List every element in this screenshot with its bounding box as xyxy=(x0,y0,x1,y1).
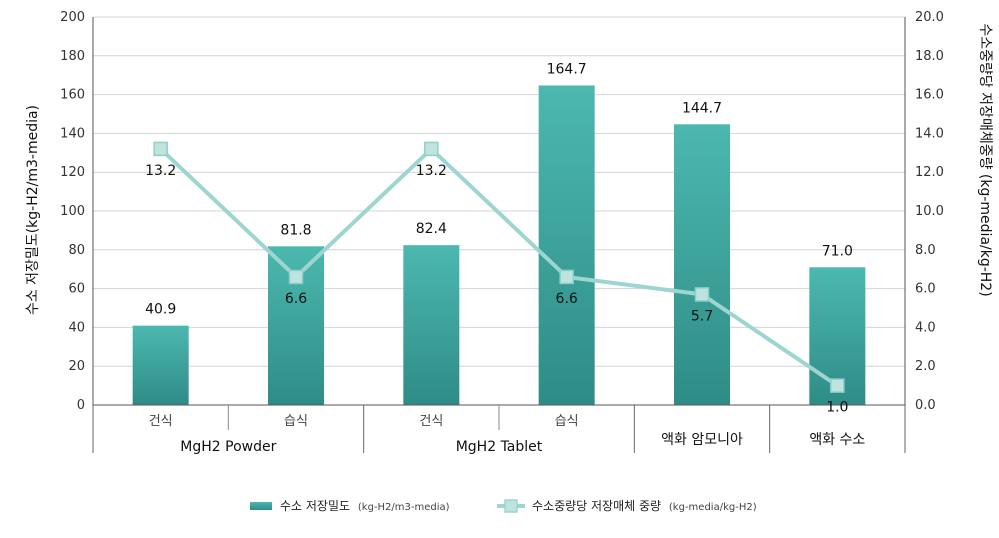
group-label: 액화 수소 xyxy=(809,432,865,448)
y-right-tick-label: 2.0 xyxy=(915,359,936,374)
y-right-tick-label: 0.0 xyxy=(915,398,936,413)
bar xyxy=(674,124,730,406)
y-left-tick-label: 200 xyxy=(60,10,85,25)
y-right-tick-label: 20.0 xyxy=(915,10,944,25)
y-left-tick-label: 160 xyxy=(60,88,85,103)
bar-value-label: 164.7 xyxy=(547,61,587,77)
line-value-label: 13.2 xyxy=(145,163,176,179)
y-right-tick-label: 6.0 xyxy=(915,282,936,297)
group-label: MgH2 Tablet xyxy=(456,439,543,455)
bar-value-label: 81.8 xyxy=(280,222,311,238)
bar xyxy=(403,245,460,405)
y-left-axis-title: 수소 저장밀도(kg-H2/m3-media) xyxy=(25,105,41,315)
line-value-label: 6.6 xyxy=(556,291,578,307)
group-label: 액화 암모니아 xyxy=(661,432,743,448)
y-left-tick-label: 0 xyxy=(77,398,85,413)
line-point xyxy=(424,141,439,157)
category-label: 습식 xyxy=(555,414,579,429)
y-right-tick-label: 8.0 xyxy=(915,243,936,258)
y-left-tick-label: 100 xyxy=(60,204,85,219)
bar-value-label: 40.9 xyxy=(145,302,176,318)
line-point xyxy=(830,378,845,393)
y-left-tick-label: 60 xyxy=(68,282,85,297)
category-labels: 건식 습식 MgH2 Powder 건식 습식 MgH2 Tablet 액화 암모니아 액화 … xyxy=(92,405,906,455)
y-left-tick-label: 120 xyxy=(60,165,85,180)
line-point xyxy=(559,269,574,285)
y-left-tick-label: 140 xyxy=(60,126,85,141)
data-labels: 40.9 81.8 82.4 164.7 144.7 71.0 13.2 6.6 13.2 6.6… xyxy=(145,61,853,415)
y-left-tick-label: 20 xyxy=(68,359,85,374)
line-value-label: 5.7 xyxy=(691,308,713,324)
y-left-tick-label: 40 xyxy=(68,320,85,335)
svg-text:수소중량당 저장매체 중량 (kg-media/: 수소중량당 저장매체 중량 (kg-media/kg-H2) xyxy=(532,499,757,513)
bar-series xyxy=(132,85,866,406)
line-value-label: 13.2 xyxy=(416,163,447,179)
series-line xyxy=(159,146,839,388)
legend-bar-name: 수소 저장밀도 xyxy=(280,499,350,513)
line-point xyxy=(694,287,710,302)
bar-value-label: 144.7 xyxy=(682,100,722,116)
bar xyxy=(538,85,595,406)
y-right-tick-label: 4.0 xyxy=(915,320,936,335)
y-right-tick-label: 12.0 xyxy=(915,165,944,180)
line-value-label: 1.0 xyxy=(826,400,848,416)
legend: 수소 저장밀도 (kg-H2/m3-media) 수소중량당 저장매체 중량 (… xyxy=(250,499,757,513)
legend-line-unit: (kg-media/kg-H2) xyxy=(669,502,757,513)
bar xyxy=(132,325,189,405)
legend-bar-unit: (kg-H2/m3-media) xyxy=(358,502,450,513)
y-right-tick-label: 14.0 xyxy=(915,126,944,141)
tick-labels: 0 20 40 60 80 100 120 140 160 180 200 0.0 2.0 4.0 6.0 8… xyxy=(60,10,944,413)
category-label: 건식 xyxy=(419,414,443,429)
y-right-tick-label: 18.0 xyxy=(915,49,944,64)
bar-value-label: 82.4 xyxy=(416,221,447,237)
svg-text:수소 저장밀도 (kg-H2/m3-media): 수소 저장밀도 (kg-H2/m3-media) xyxy=(280,499,450,513)
line-value-label: 6.6 xyxy=(285,291,307,307)
line-series xyxy=(153,141,845,393)
line-point xyxy=(153,141,168,157)
line-point xyxy=(288,269,304,285)
category-label: 습식 xyxy=(284,414,308,429)
y-right-tick-label: 16.0 xyxy=(915,88,944,103)
legend-line-marker xyxy=(504,499,518,513)
y-right-axis-title: 수소중량당 저장매체중량 (kg-media/kg-H2) xyxy=(977,23,993,296)
legend-line-name: 수소중량당 저장매체 중량 xyxy=(532,499,661,513)
bar-value-label: 71.0 xyxy=(822,243,853,259)
category-label: 건식 xyxy=(149,414,173,429)
group-label: MgH2 Powder xyxy=(180,439,276,455)
legend-bar-swatch xyxy=(250,502,272,510)
y-left-tick-label: 80 xyxy=(68,243,85,258)
y-right-tick-label: 10.0 xyxy=(915,204,944,219)
y-left-tick-label: 180 xyxy=(60,49,85,64)
